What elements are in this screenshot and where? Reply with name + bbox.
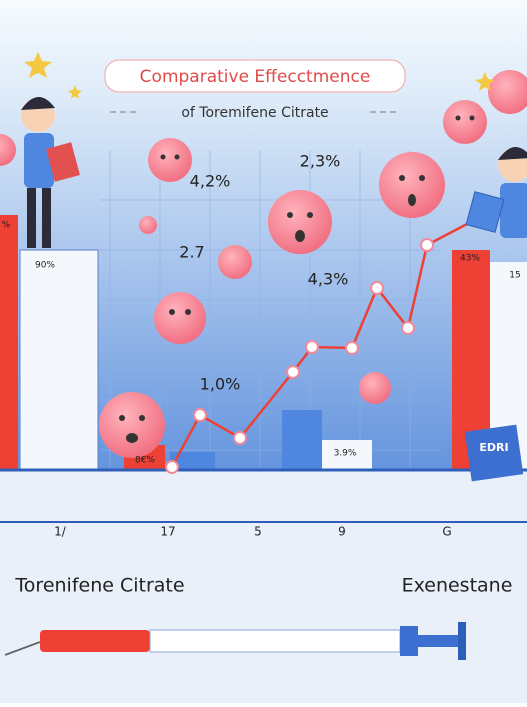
trend-line (170, 210, 491, 468)
left-name: Torenifene Citrate (14, 575, 184, 597)
person-left (21, 96, 80, 248)
axis-label: G (442, 525, 451, 539)
box-label: EDRI (479, 441, 508, 454)
floor (0, 470, 527, 703)
stars (24, 52, 495, 99)
bar (0, 215, 18, 470)
bar (282, 410, 322, 470)
syringe (4, 622, 466, 660)
bar (322, 440, 372, 470)
value-label: 4,3% (308, 270, 349, 289)
title-pill (104, 59, 406, 93)
value-label: 8€% (135, 456, 155, 466)
trend-dots (165, 238, 434, 474)
value-label: 43% (460, 254, 480, 264)
value-labels: 2,3% 4,2% 2.7 4,3% 1,0% 90% % 8€% 3.9% 4… (2, 152, 521, 466)
axis-label: 9 (338, 525, 346, 539)
axis-label: 1/ (54, 525, 67, 539)
face-eyes (119, 115, 475, 443)
axis-labels: 1/ 17 5 9 G (54, 525, 452, 539)
faces (0, 70, 527, 458)
subtitle: of Toremifene Citrate (181, 105, 328, 121)
value-label: 2.7 (179, 243, 204, 262)
title: Comparative Effecctmence (140, 67, 371, 87)
person-right (465, 147, 527, 238)
value-label: % (2, 221, 11, 231)
bar (19, 249, 99, 471)
axis-label: 17 (160, 525, 175, 539)
value-label: 3.9% (334, 449, 357, 459)
bar (170, 452, 215, 470)
box (464, 424, 524, 482)
axis-label: 5 (254, 525, 262, 539)
value-label: 4,2% (190, 172, 231, 191)
right-name: Exenestane (402, 575, 513, 597)
value-label: 2,3% (300, 152, 341, 171)
value-label: 15 (509, 271, 520, 281)
value-label: 1,0% (200, 375, 241, 394)
value-label: 90% (35, 261, 55, 271)
